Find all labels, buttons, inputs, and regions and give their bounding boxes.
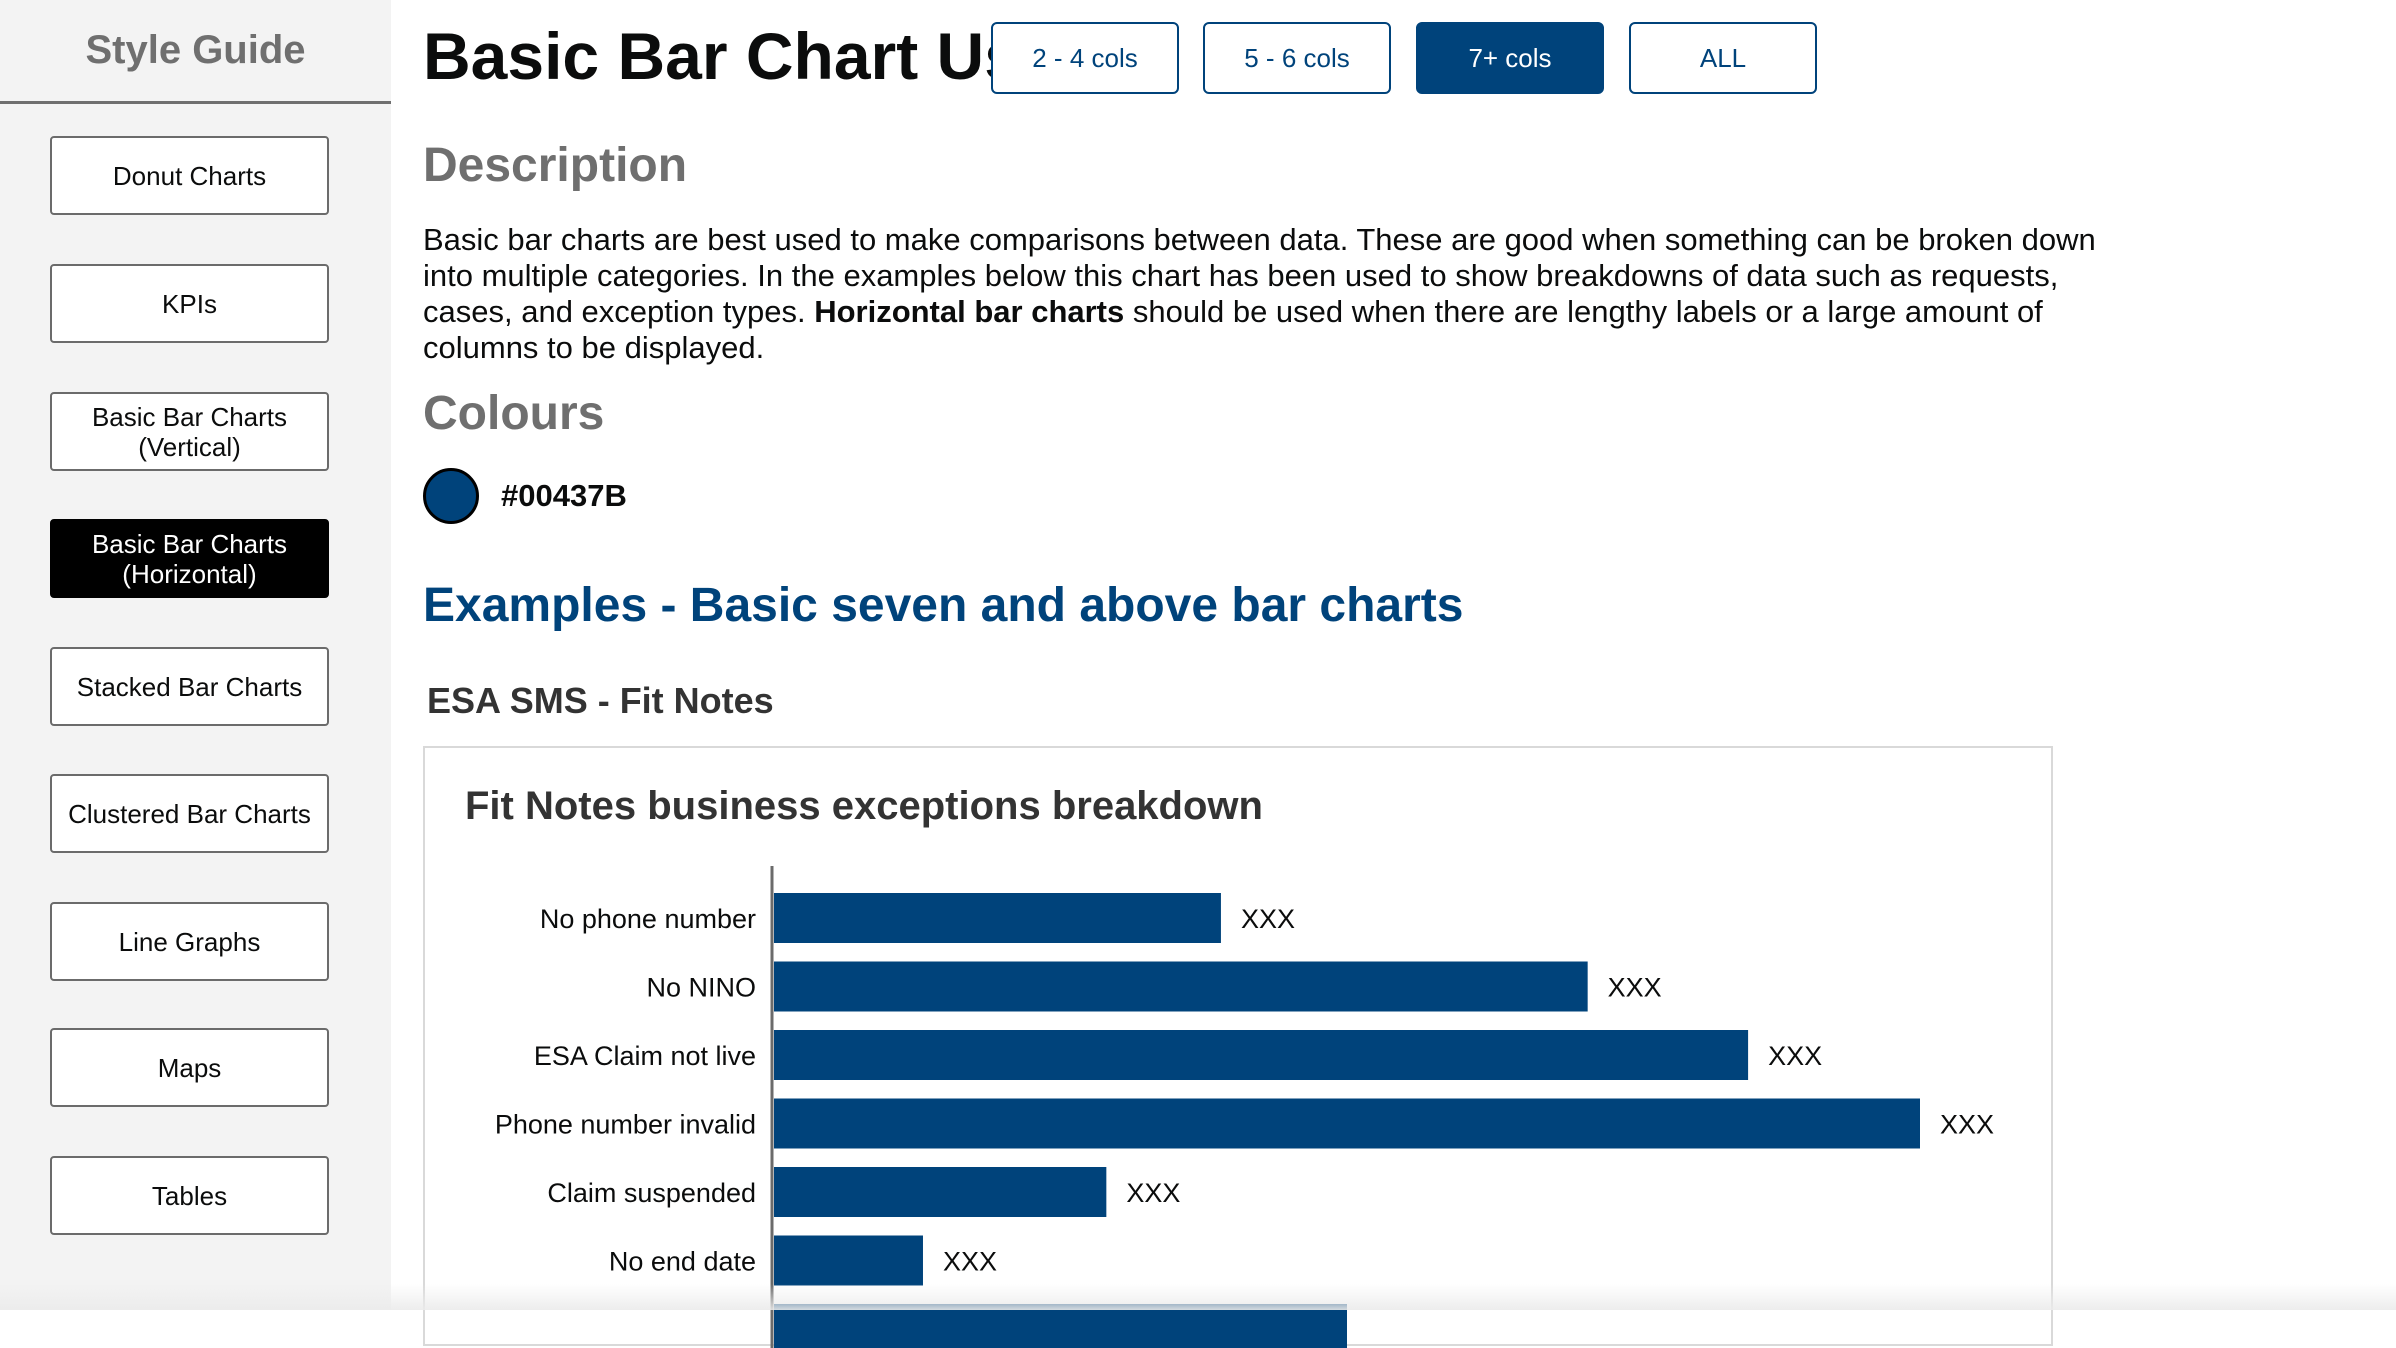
sidebar: Style Guide Donut Charts KPIs Basic Bar Ch… [0,0,391,1310]
sidebar-item-maps[interactable]: Maps [50,1028,329,1107]
description-text: Basic bar charts are best used to make c… [423,222,2103,366]
sidebar-item-label: Stacked Bar Charts [76,671,303,702]
colour-swatch-label: #00437B [501,478,627,513]
bar [774,1235,923,1286]
sidebar-item-label: Basic Bar Charts (Vertical) [91,401,288,462]
colour-swatch [423,468,479,524]
bar [774,1030,1749,1080]
sidebar-item-label: KPIs [162,288,217,319]
filter-button-5-6-cols[interactable]: 5 - 6 cols [1203,22,1391,94]
bar [774,1098,1920,1149]
sidebar-item-stacked-bar-charts[interactable]: Stacked Bar Charts [50,647,329,726]
description-text-part-2: should be used when there are lengthy la… [423,294,2043,365]
filter-button-all[interactable]: ALL [1629,22,1817,94]
bar-chart: No phone number XXX No NINO XXX ESA Claim no… [495,866,1994,1348]
category-label: No end date [609,1247,756,1277]
sidebar-item-tables[interactable]: Tables [50,1156,329,1235]
data-label: XXX [1126,1178,1180,1208]
sidebar-item-label: Donut Charts [112,160,267,191]
chart-card: No phone number XXX No NINO XXX ESA Claim no… [423,746,2053,1348]
sidebar-item-basic-bar-charts-vertical[interactable]: Basic Bar Charts (Vertical) [50,392,329,471]
data-label: XXX [943,1247,997,1277]
data-label: XXX [1768,1041,1822,1071]
sidebar-item-donut-charts[interactable]: Donut Charts [50,136,329,215]
filter-button-label: 5 - 6 cols [1244,42,1350,73]
bar-partial [774,1304,1347,1348]
sidebar-item-label: Clustered Bar Charts [68,798,311,829]
chart-title: Fit Notes business exceptions breakdown [465,784,1263,828]
filter-button-2-4-cols[interactable]: 2 - 4 cols [991,22,1179,94]
sidebar-item-label: Maps [157,1052,222,1083]
bar [774,961,1588,1012]
bar [774,1167,1107,1217]
sidebar-title: Style Guide [0,0,391,104]
examples-heading: Examples - Basic seven and above bar cha… [423,579,1464,632]
sidebar-item-kpis[interactable]: KPIs [50,264,329,343]
sidebar-item-label: Tables [151,1180,228,1211]
sidebar-item-label: Line Graphs [118,926,261,957]
sidebar-item-clustered-bar-charts[interactable]: Clustered Bar Charts [50,774,329,853]
category-label: Phone number invalid [495,1110,756,1140]
sidebar-item-label: Basic Bar Charts (Horizontal) [91,528,288,589]
description-bold: Horizontal bar charts [814,294,1125,329]
filter-button-label: 7+ cols [1468,42,1552,73]
filter-button-label: 2 - 4 cols [1032,42,1138,73]
example-subheading: ESA SMS - Fit Notes [427,680,774,721]
filter-button-7-cols[interactable]: 7+ cols [1416,22,1604,94]
description-text-part-1: Basic bar charts are best used to make c… [423,222,2096,329]
colours-heading: Colours [423,387,605,440]
filter-button-label: ALL [1699,42,1747,73]
data-label: XXX [1940,1110,1994,1140]
bar [774,893,1221,943]
category-label: No NINO [646,973,756,1003]
category-label: ESA Claim not live [534,1041,756,1071]
category-label: Claim suspended [547,1178,756,1208]
data-label: XXX [1608,973,1662,1003]
sidebar-item-line-graphs[interactable]: Line Graphs [50,902,329,981]
data-label: XXX [1241,904,1295,934]
sidebar-item-basic-bar-charts-horizontal[interactable]: Basic Bar Charts (Horizontal) [50,519,329,598]
main-content: Basic Bar Chart Usages 2 - 4 cols 5 - 6 c… [391,0,2396,1348]
description-heading: Description [423,139,688,192]
category-label: No phone number [540,904,756,934]
